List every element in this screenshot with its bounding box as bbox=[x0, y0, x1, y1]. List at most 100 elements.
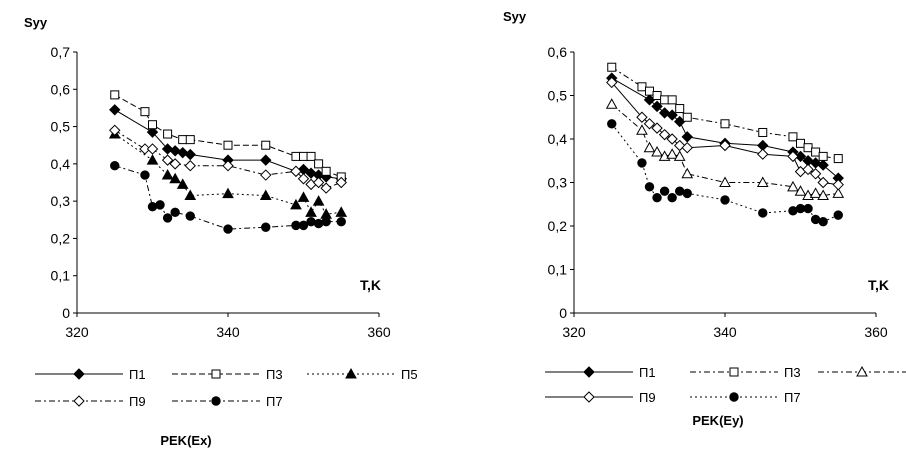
data-point bbox=[832, 178, 844, 191]
legend-item: П5 bbox=[307, 367, 418, 382]
data-point bbox=[675, 104, 685, 114]
data-point bbox=[720, 195, 730, 205]
data-point bbox=[148, 120, 157, 130]
y-tick-label: 0 bbox=[62, 305, 70, 321]
y-tick-label: 0,2 bbox=[548, 218, 568, 234]
data-point bbox=[643, 141, 656, 153]
data-point bbox=[682, 112, 692, 122]
series-П3 bbox=[607, 62, 843, 164]
data-point bbox=[681, 141, 693, 154]
legend-item: П1 bbox=[35, 367, 146, 382]
x-tick-label: 340 bbox=[216, 324, 240, 340]
legend-marker bbox=[856, 365, 868, 377]
data-point bbox=[170, 207, 180, 218]
data-point bbox=[185, 211, 195, 221]
legend-label: П9 bbox=[639, 390, 656, 405]
data-point bbox=[184, 148, 196, 161]
legend-marker bbox=[729, 392, 739, 402]
data-point bbox=[673, 150, 686, 161]
data-point bbox=[222, 187, 234, 199]
x-tick-label: 360 bbox=[367, 324, 391, 340]
legend-marker bbox=[211, 369, 221, 379]
data-point bbox=[757, 148, 769, 160]
data-point bbox=[658, 128, 671, 141]
data-point bbox=[305, 206, 317, 217]
data-point bbox=[321, 216, 331, 227]
y-tick-label: 0,5 bbox=[548, 88, 568, 104]
data-point bbox=[802, 163, 814, 176]
data-point bbox=[298, 220, 309, 231]
legend-label: П7 bbox=[266, 394, 283, 409]
x-tick-label: 340 bbox=[713, 324, 737, 340]
series-П3 bbox=[110, 90, 346, 182]
legend: П1 П3 П5 П9 П7 bbox=[35, 367, 418, 409]
data-point bbox=[335, 176, 347, 189]
data-point bbox=[607, 62, 617, 72]
legend: П1 П3 П5 П9 П7 bbox=[545, 365, 906, 405]
data-point bbox=[637, 158, 647, 168]
series-line bbox=[114, 94, 342, 178]
data-point bbox=[176, 178, 189, 189]
data-point bbox=[222, 160, 234, 172]
data-point bbox=[651, 100, 663, 113]
x-axis-label: T,K bbox=[360, 277, 381, 293]
data-point bbox=[312, 176, 325, 189]
data-point bbox=[652, 193, 662, 203]
data-point bbox=[666, 148, 678, 159]
data-point bbox=[321, 166, 331, 176]
legend-item: П5 bbox=[818, 365, 906, 377]
data-point bbox=[607, 119, 617, 129]
y-tick-label: 0,1 bbox=[548, 262, 568, 278]
data-point bbox=[606, 76, 618, 89]
data-point bbox=[169, 172, 181, 184]
data-point bbox=[667, 193, 677, 203]
data-point bbox=[645, 86, 654, 96]
data-point bbox=[681, 167, 694, 179]
series-П9 bbox=[606, 76, 844, 191]
data-point bbox=[259, 189, 272, 201]
y-tick-label: 0,2 bbox=[51, 230, 71, 246]
chart-pek-ex: Syy T,K PEK(Ex) 0 0,1 0,2 0,3 0,4 0,5 0,6 0,7 32… bbox=[24, 15, 418, 448]
data-point bbox=[261, 222, 271, 232]
data-point bbox=[161, 169, 174, 180]
legend-marker bbox=[583, 391, 595, 403]
data-point bbox=[758, 127, 768, 137]
data-point bbox=[787, 150, 799, 163]
data-point bbox=[818, 216, 828, 227]
data-point bbox=[223, 140, 233, 150]
series-line bbox=[611, 82, 839, 186]
data-point bbox=[636, 124, 648, 135]
legend-marker bbox=[73, 368, 85, 380]
data-point bbox=[651, 146, 663, 157]
data-point bbox=[794, 150, 807, 163]
data-point bbox=[155, 200, 165, 210]
data-point bbox=[291, 151, 301, 161]
data-point bbox=[320, 182, 332, 194]
data-point bbox=[313, 218, 324, 229]
data-point bbox=[652, 91, 662, 100]
data-point bbox=[651, 122, 663, 134]
y-tick-label: 0,7 bbox=[51, 44, 71, 60]
legend-marker bbox=[729, 367, 739, 377]
data-point bbox=[817, 189, 829, 201]
data-point bbox=[809, 168, 822, 180]
data-point bbox=[758, 208, 768, 218]
legend-item: П9 bbox=[35, 394, 146, 409]
y-tick-label: 0,3 bbox=[548, 175, 568, 191]
data-point bbox=[261, 140, 271, 150]
y-tick-label: 0 bbox=[559, 305, 567, 321]
legend-label: П9 bbox=[129, 394, 146, 409]
data-point bbox=[314, 159, 324, 169]
chart-caption: PEK(Ex) bbox=[160, 433, 211, 448]
y-tick-label: 0,6 bbox=[548, 44, 568, 60]
data-point bbox=[147, 202, 158, 212]
data-point bbox=[817, 159, 829, 171]
data-point bbox=[666, 109, 678, 121]
legend-marker bbox=[211, 396, 221, 406]
data-point bbox=[833, 154, 843, 164]
series-П7 bbox=[607, 119, 843, 227]
data-point bbox=[146, 143, 159, 155]
data-point bbox=[644, 182, 655, 192]
data-point bbox=[659, 186, 670, 196]
